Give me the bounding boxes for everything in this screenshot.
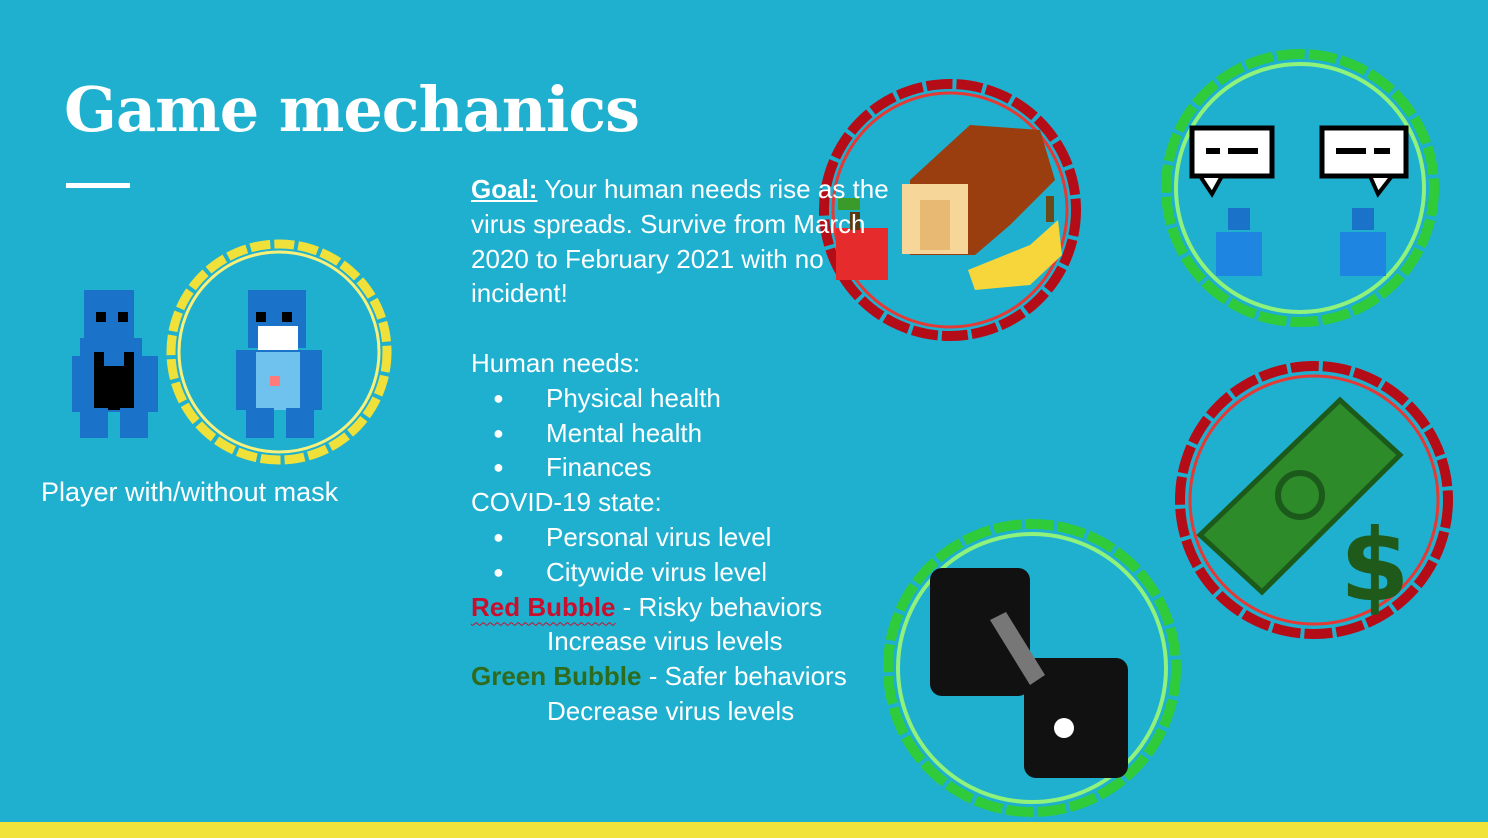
list-item: Mental health <box>471 416 901 451</box>
social-chat-icon <box>1161 49 1439 327</box>
list-item: Personal virus level <box>471 520 901 555</box>
player-no-mask-icon <box>72 290 158 438</box>
list-item: Citywide virus level <box>471 555 901 590</box>
green-bubble-line: Green Bubble - Safer behaviors <box>471 659 901 694</box>
green-bubble-label: Green Bubble <box>471 661 642 692</box>
human-needs-heading: Human needs: <box>471 347 641 378</box>
covid-list: Personal virus level Citywide virus leve… <box>471 520 901 590</box>
green-bubble-desc: - Safer behaviors <box>641 661 847 692</box>
spacer <box>471 311 901 346</box>
money-icon: $ <box>1175 361 1453 639</box>
page-title: Game mechanics <box>64 73 640 146</box>
red-bubble-line: Red Bubble - Risky behaviors <box>471 590 901 625</box>
green-bubble-effect: Decrease virus levels <box>547 695 795 726</box>
food-icon <box>819 79 1081 341</box>
dumbbell-icon <box>883 519 1181 817</box>
goal-text: Your human needs rise as the virus sprea… <box>471 174 889 309</box>
human-needs-list: Physical health Mental health Finances <box>471 381 901 485</box>
red-bubble-desc: - Risky behaviors <box>615 591 823 622</box>
covid-heading: COVID-19 state: <box>471 487 662 518</box>
title-underline <box>66 183 130 188</box>
red-bubble-effect: Increase virus levels <box>547 626 783 657</box>
red-bubble-label: Red Bubble <box>471 591 616 622</box>
player-mask-icon <box>166 239 392 465</box>
mechanics-text: Goal: Your human needs rise as the virus… <box>471 172 901 729</box>
goal-label: Goal: <box>471 174 538 204</box>
svg-text:$: $ <box>1340 507 1410 624</box>
player-caption: Player with/without mask <box>41 477 339 507</box>
list-item: Finances <box>471 450 901 485</box>
bottom-accent-bar <box>0 822 1488 838</box>
list-item: Physical health <box>471 381 901 416</box>
goal-paragraph: Goal: Your human needs rise as the virus… <box>471 172 901 311</box>
